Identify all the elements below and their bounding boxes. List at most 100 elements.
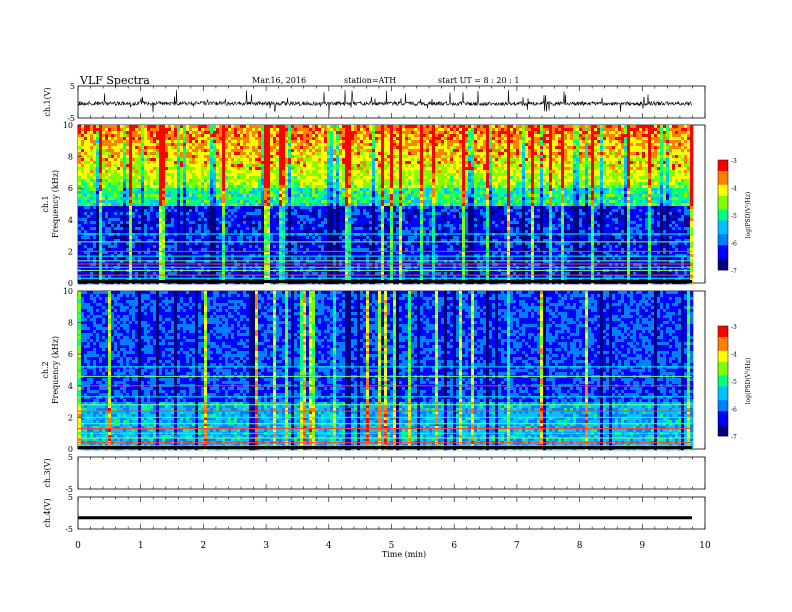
x-tick-label: 5 [389, 541, 395, 551]
colorbar-cell [718, 361, 728, 365]
y-tick-label: -5 [65, 485, 73, 494]
y-axis-label: ch.3(V) [43, 458, 52, 487]
y-tick-label: 8 [68, 319, 73, 328]
colorbar-cell [718, 425, 728, 429]
colorbar-cell [718, 160, 728, 164]
colorbar-cell [718, 182, 728, 186]
y-tick-label: 5 [70, 82, 75, 91]
y-tick-label: 4 [68, 382, 73, 391]
colorbar-cell [718, 190, 728, 194]
y-axis-label: ch.4(V) [43, 498, 52, 527]
colorbar-cell [718, 234, 728, 238]
colorbar-cell [718, 372, 728, 376]
colorbar-cell [718, 400, 728, 404]
y-tick-label: 10 [63, 287, 73, 296]
colorbar-cell [718, 264, 728, 268]
y-axis-label: Frequency (kHz) [51, 336, 60, 404]
colorbar-cell [718, 226, 728, 230]
dc-band [78, 446, 692, 449]
y-tick-label: 6 [68, 350, 73, 359]
colorbar-cell [718, 348, 728, 352]
colorbar-cell [718, 430, 728, 434]
colorbar-label: log(PSD(V²/Hz) [745, 192, 752, 239]
colorbar-cell [718, 162, 728, 166]
colorbar-cell [718, 334, 728, 338]
colorbar-cell [718, 337, 728, 341]
colorbar-cell [718, 378, 728, 382]
y-tick-label: 2 [68, 413, 73, 422]
colorbar-cell [718, 228, 728, 232]
y-tick-label: -5 [67, 114, 75, 123]
chart-title: VLF Spectra [80, 74, 150, 87]
colorbar-cell [718, 331, 728, 335]
colorbar-tick-label: -5 [731, 213, 737, 220]
y-tick-label: 5 [68, 453, 73, 462]
colorbar-cell [718, 422, 728, 426]
colorbar-cell [718, 397, 728, 401]
colorbar-cell [718, 381, 728, 385]
y-tick-label: 0 [68, 279, 73, 288]
colorbar-cell [718, 367, 728, 371]
x-tick-label: 6 [451, 541, 457, 551]
y-axis-label: Frequency (kHz) [51, 170, 60, 238]
colorbar-cell [718, 267, 728, 271]
colorbar-frame [717, 159, 729, 271]
y-axis-label: ch.1(V) [43, 87, 52, 116]
colorbar-cell [718, 427, 728, 431]
x-tick-label: 1 [138, 541, 144, 551]
x-tick-label: 0 [75, 541, 81, 551]
colorbar-cell [718, 419, 728, 423]
y-tick-label: 8 [68, 153, 73, 162]
x-tick-label: 10 [699, 541, 711, 551]
colorbar-cell [718, 239, 728, 243]
ch1-waveform [77, 89, 693, 114]
x-tick-label: 7 [514, 541, 520, 551]
y-tick-label: 4 [68, 216, 73, 225]
y-tick-label: 2 [68, 247, 73, 256]
colorbar-cell [718, 237, 728, 241]
x-tick-label: 3 [263, 541, 269, 551]
colorbar-cell [718, 204, 728, 208]
colorbar-cell [718, 375, 728, 379]
colorbar-cell [718, 209, 728, 213]
dc-band [78, 280, 692, 283]
y-tick-label: 10 [63, 121, 73, 130]
colorbar-tick-label: -6 [731, 407, 737, 414]
x-axis-label: Time (min) [382, 550, 426, 559]
x-tick-label: 8 [577, 541, 583, 551]
station-label: station=ATH [344, 76, 396, 85]
colorbar-cell [718, 259, 728, 263]
colorbar-cell [718, 328, 728, 332]
colorbar-tick-label: -5 [731, 379, 737, 386]
colorbar-cell [718, 345, 728, 349]
colorbar-tick-label: -3 [731, 158, 737, 165]
x-tick-label: 9 [639, 541, 645, 551]
colorbar-cell [718, 370, 728, 374]
colorbar-cell [718, 386, 728, 390]
start-time-label: start UT = 8 : 20 : 1 [438, 76, 519, 85]
colorbar-cell [718, 173, 728, 177]
y-tick-label: 0 [68, 445, 73, 454]
colorbar-cell [718, 359, 728, 363]
colorbar-cell [718, 414, 728, 418]
ch1-spectrogram [78, 125, 694, 285]
colorbar-cell [718, 198, 728, 202]
x-tick-label: 2 [201, 541, 207, 551]
y-axis-label: ch.2 [41, 361, 50, 378]
ch2-spectrogram [78, 291, 694, 451]
colorbar-cell [718, 242, 728, 246]
colorbar-cell [718, 356, 728, 360]
colorbar-cell [718, 217, 728, 221]
colorbar-tick-label: -7 [731, 268, 737, 275]
colorbar-cell [718, 416, 728, 420]
colorbar-cell [718, 201, 728, 205]
colorbar-cell [718, 256, 728, 260]
colorbar-cell [718, 193, 728, 197]
colorbar-cell [718, 195, 728, 199]
colorbar-cell [718, 215, 728, 219]
colorbar-cell [718, 392, 728, 396]
colorbar-cell [718, 245, 728, 249]
colorbar-cell [718, 220, 728, 224]
colorbar-cell [718, 411, 728, 415]
